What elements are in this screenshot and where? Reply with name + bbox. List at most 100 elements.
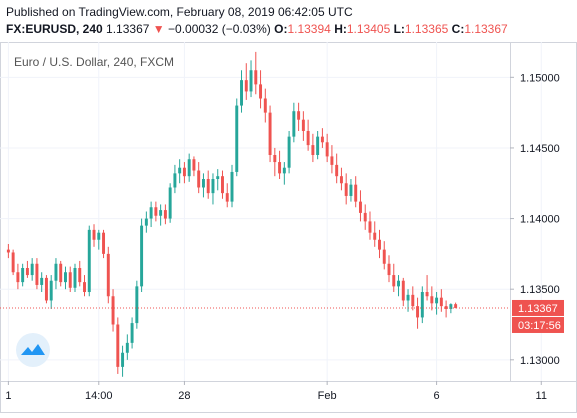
candle-body (73, 268, 77, 288)
candle-body (382, 249, 386, 264)
candle-body (358, 201, 362, 213)
price-tick-label: 1.15000 (520, 72, 560, 84)
chart-frame[interactable]: Euro / U.S. Dollar, 240, FXCM 1.13000 1.1… (0, 42, 577, 413)
candle-body (449, 304, 453, 309)
candle-body (116, 324, 120, 367)
last-price-box (512, 299, 564, 316)
candle-body (59, 263, 63, 283)
candle-body (282, 167, 286, 174)
candle-body (216, 176, 220, 180)
candle-body (192, 159, 196, 171)
candle-body (135, 286, 139, 324)
candle-body (87, 229, 91, 293)
candle-body (254, 70, 258, 85)
price-tick-label: 1.13500 (520, 284, 560, 296)
countdown-label: 03:17:56 (518, 320, 561, 332)
candle-body (430, 296, 434, 304)
chart-border (0, 42, 577, 413)
candle-body (273, 155, 277, 163)
candle-body (354, 184, 358, 202)
candle-body (11, 252, 15, 273)
candle-body (178, 167, 182, 174)
published-line: Published on TradingView.com, February 0… (6, 5, 353, 19)
candle-body (30, 263, 34, 276)
candle-body (173, 173, 177, 188)
candle-body (378, 239, 381, 250)
candle-body (102, 232, 106, 254)
candle-body (54, 263, 58, 281)
candle-body (330, 156, 334, 165)
candle-body (311, 145, 315, 155)
high-value: 1.13405 (346, 22, 391, 36)
candle-body (325, 142, 329, 157)
candle-body (268, 112, 272, 155)
candle-body (121, 352, 125, 367)
candle-body (92, 229, 96, 240)
candle-body (206, 179, 210, 194)
candle-body (444, 306, 448, 309)
candle-body (221, 176, 224, 194)
low-label: L: (393, 22, 405, 36)
candle-body (230, 171, 234, 202)
close-value: 1.13367 (464, 22, 508, 36)
low-value: 1.13365 (404, 22, 449, 36)
candle-body (21, 268, 25, 283)
open-value: 1.13394 (287, 22, 331, 36)
down-arrow-icon: ▼ (152, 22, 165, 36)
candle-body (335, 164, 339, 177)
candle-body (35, 263, 39, 285)
candle-body (454, 304, 458, 308)
tradingview-logo-icon[interactable] (16, 333, 50, 367)
candle-body (6, 249, 10, 253)
price-axis-labels: 1.13000 1.13500 1.14000 1.14500 1.15000 (510, 72, 560, 367)
candle-body (287, 136, 291, 168)
candle-body (144, 218, 148, 226)
time-tick-label: 1 (5, 390, 11, 402)
countdown-box (512, 316, 564, 333)
time-axis-labels: 1 14:00 28 Feb 6 11 (5, 381, 547, 402)
candle-body (373, 232, 377, 240)
time-tick-label: 28 (178, 390, 190, 402)
candle-body (225, 193, 229, 202)
price-change: −0.00032 (−0.03%) (168, 22, 271, 36)
price-chart[interactable]: Euro / U.S. Dollar, 240, FXCM 1.130001.1… (0, 42, 577, 413)
candle-body (235, 105, 239, 172)
candle-body (297, 111, 301, 120)
last-price-marker: 1.13367 03:17:56 (512, 299, 564, 333)
close-label: C: (451, 22, 465, 36)
time-tick-label: Feb (318, 390, 337, 402)
candle-body (435, 297, 439, 304)
price-tick-label: 1.14000 (520, 214, 560, 226)
candle-body (83, 282, 86, 293)
candle-body (406, 294, 410, 301)
symbol-label[interactable]: FX:EURUSD, 240 (6, 22, 103, 36)
candle-body (97, 232, 101, 240)
candle-body (187, 159, 191, 177)
candle-body (106, 253, 110, 297)
candle-body (197, 170, 201, 188)
candle-body (49, 280, 53, 301)
candle-body (140, 225, 144, 287)
candle-body (363, 212, 367, 222)
candle-body (259, 84, 263, 99)
candle-body (292, 111, 296, 137)
candle-body (411, 294, 415, 307)
open-label: O: (274, 22, 288, 36)
candle-body (401, 280, 405, 301)
candles (6, 51, 458, 377)
time-tick-label: 6 (434, 390, 440, 402)
candle-body (111, 296, 115, 325)
candle-body (320, 136, 324, 143)
published-text: Published on TradingView.com, February 0… (6, 5, 353, 19)
time-tick-label: 14:00 (85, 390, 113, 402)
candle-body (249, 70, 253, 92)
candle-body (339, 176, 343, 184)
candle-body (425, 292, 429, 297)
candle-body (397, 280, 401, 287)
candle-body (392, 275, 396, 287)
candle-body (240, 80, 243, 106)
candle-body (387, 263, 391, 276)
candle-body (154, 207, 158, 216)
candle-body (159, 210, 163, 216)
candle-body (368, 221, 372, 233)
